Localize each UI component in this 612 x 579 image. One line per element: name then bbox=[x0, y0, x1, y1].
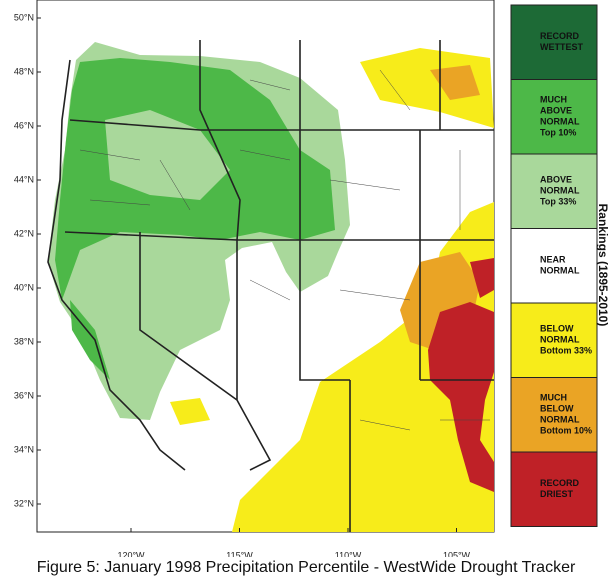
caption: Figure 5: January 1998 Precipitation Per… bbox=[37, 559, 576, 576]
legend-label: ABOVE bbox=[540, 175, 572, 185]
legend-label: NORMAL bbox=[540, 415, 580, 425]
legend-label: Bottom 10% bbox=[540, 426, 592, 436]
latitude-label: 40°N bbox=[14, 282, 34, 292]
latitude-label: 42°N bbox=[14, 228, 34, 238]
legend-swatch bbox=[510, 4, 598, 80]
legend-swatch bbox=[510, 153, 598, 229]
legend-label: BELOW bbox=[540, 324, 574, 334]
below-normal-region bbox=[232, 202, 494, 532]
legend-label: BELOW bbox=[540, 404, 574, 414]
record-driest-region bbox=[470, 258, 494, 298]
latitude-label: 44°N bbox=[14, 174, 34, 184]
longitude-label: 120°W bbox=[117, 550, 145, 560]
latitude-label: 48°N bbox=[14, 66, 34, 76]
much-above-normal-region bbox=[70, 300, 110, 380]
map bbox=[36, 0, 495, 533]
legend-label: NORMAL bbox=[540, 266, 580, 276]
much-below-normal-region bbox=[430, 65, 480, 100]
legend-label: Top 33% bbox=[540, 197, 576, 207]
caption-background bbox=[0, 557, 612, 579]
latitude-labels: 50°N 48°N 46°N 44°N 42°N 40°N 38°N 36°N 34°N 32°N bbox=[14, 12, 41, 508]
legend-label: NORMAL bbox=[540, 117, 580, 127]
legend-label: Bottom 33% bbox=[540, 346, 592, 356]
legend-label: RECORD bbox=[540, 478, 580, 488]
legend-label: WETTEST bbox=[540, 42, 583, 52]
legend-swatch bbox=[510, 228, 598, 304]
legend-label: DRIEST bbox=[540, 489, 574, 499]
legend-label: NEAR bbox=[540, 255, 566, 265]
legend-label: Top 10% bbox=[540, 128, 576, 138]
latitude-label: 32°N bbox=[14, 498, 34, 508]
latitude-label: 36°N bbox=[14, 390, 34, 400]
legend-swatch bbox=[510, 451, 598, 527]
above-normal-region bbox=[105, 110, 230, 200]
state-borders bbox=[47, 40, 494, 532]
legend-swatch bbox=[510, 377, 598, 453]
legend-swatch bbox=[510, 302, 598, 378]
legend-label: NORMAL bbox=[540, 335, 580, 345]
longitude-label: 105°W bbox=[443, 550, 471, 560]
legend-title: Rankings (1895-2010) bbox=[596, 204, 610, 327]
latitude-label: 50°N bbox=[14, 12, 34, 22]
latitude-label: 38°N bbox=[14, 336, 34, 346]
latitude-label: 34°N bbox=[14, 444, 34, 454]
legend-label: MUCH bbox=[540, 95, 567, 105]
legend-label: MUCH bbox=[540, 393, 567, 403]
legend-label: RECORD bbox=[540, 31, 580, 41]
record-driest-region bbox=[428, 302, 494, 492]
longitude-label: 110°W bbox=[335, 550, 362, 560]
legend-label: ABOVE bbox=[540, 106, 572, 116]
longitude-labels: 120°W 115°W 110°W 105°W bbox=[117, 528, 471, 560]
legend-swatch bbox=[510, 79, 598, 155]
longitude-label: 115°W bbox=[226, 550, 253, 560]
below-normal-region bbox=[170, 398, 210, 425]
latitude-label: 46°N bbox=[14, 120, 34, 130]
county-lines bbox=[79, 69, 490, 431]
legend-label: NORMAL bbox=[540, 186, 580, 196]
